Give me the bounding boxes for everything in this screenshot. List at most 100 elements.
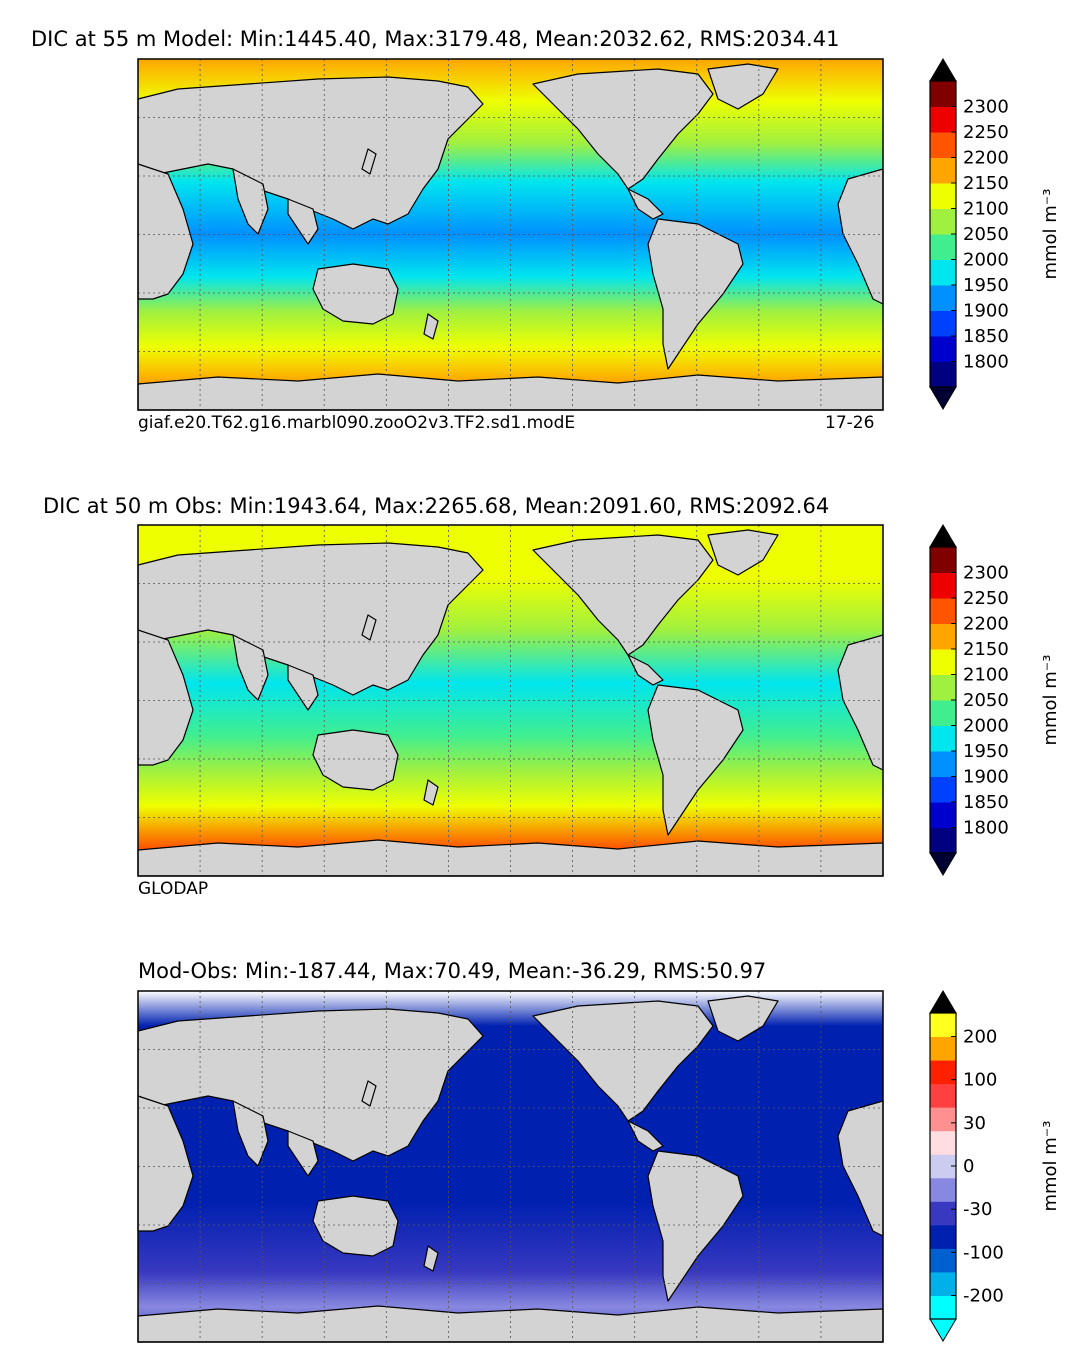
graticule (138, 991, 883, 1342)
colorbar-block (930, 700, 956, 726)
colorbar-tick-label: 2100 (963, 665, 1009, 686)
land-se-asia (287, 1130, 319, 1177)
land-africa (137, 1095, 194, 1232)
colorbar-block (930, 157, 956, 184)
colorbar-tick-label: 1950 (963, 275, 1009, 296)
colorbar-extend-max (929, 58, 957, 82)
land-north-america (532, 68, 714, 190)
graticule (138, 525, 883, 876)
colorbar-block (930, 1060, 956, 1085)
colorbar-tick-label: 2300 (963, 563, 1009, 584)
panel-2-title: DIC at 50 m Obs: Min:1943.64, Max:2265.6… (43, 494, 830, 518)
land-africa (137, 163, 194, 300)
land-south-america (647, 218, 744, 370)
land-africa (137, 629, 194, 766)
colorbar-block (930, 1130, 956, 1155)
land-north-america (532, 1000, 714, 1122)
land-new-zealand (423, 779, 439, 806)
land-australia (312, 1195, 399, 1257)
colorbar-tick-label: 2050 (963, 224, 1009, 245)
panel-1-right-label: 17-26 (825, 413, 875, 433)
colorbar-block (930, 598, 956, 624)
land-india (232, 634, 269, 701)
colorbar-tick-label: 2050 (963, 690, 1009, 711)
land-asia-europe (137, 542, 484, 696)
colorbar-block (930, 208, 956, 235)
colorbar-tick-label: 2100 (963, 199, 1009, 220)
colorbar-extend-max (929, 990, 957, 1014)
colorbar-block (930, 623, 956, 650)
land-new-zealand (423, 313, 439, 340)
colorbar-tick-label: 2150 (963, 173, 1009, 194)
colorbar-tick-label: 2200 (963, 614, 1009, 635)
colorbar-block (930, 1177, 956, 1202)
panel-1-colorbar: 1800 1850 1900 1950 2000 2050 2100 2150 2200 2250… (929, 58, 1061, 410)
colorbar-tick-label: 2200 (963, 148, 1009, 169)
map-frame (137, 524, 884, 877)
land-south-america (647, 684, 744, 836)
land-se-asia (287, 664, 319, 711)
colorbar-block (930, 234, 956, 260)
panel-1-map (137, 58, 884, 411)
colorbar-block (930, 674, 956, 701)
panel-2-map (137, 524, 884, 877)
map-frame (137, 58, 884, 411)
colorbar-tick-label: 1900 (963, 301, 1009, 322)
land-north-america (532, 534, 714, 656)
panel-3-colorbar: -200 -100 -30 0 30 100 200 mmol m⁻³ (929, 990, 1061, 1342)
colorbar-block (930, 81, 956, 107)
panel-2-left-label: GLODAP (138, 879, 209, 899)
colorbar-tick-label: 2250 (963, 588, 1009, 609)
panel-3-title: Mod-Obs: Min:-187.44, Max:70.49, Mean:-3… (138, 959, 767, 983)
colorbar-tick-label: 2300 (963, 97, 1009, 118)
colorbar-block (930, 361, 956, 388)
colorbar-extend-min (929, 386, 957, 410)
colorbar-tick-label: 2250 (963, 122, 1009, 143)
colorbar-extend-min (929, 1318, 957, 1342)
colorbar-tick-label: 2150 (963, 639, 1009, 660)
colorbar-tick-label: 1850 (963, 792, 1009, 813)
panel-2-colorbar: 1800 1850 1900 1950 2000 2050 2100 2150 2200 2250… (929, 524, 1061, 876)
land-asia-europe (137, 76, 484, 230)
colorbar-block (930, 649, 956, 675)
colorbar-block (930, 1224, 956, 1249)
colorbar-block (930, 1201, 956, 1226)
colorbar-block (930, 1083, 956, 1108)
colorbar-block (930, 1295, 956, 1320)
colorbar-block (930, 336, 956, 362)
colorbar-tick-label: 2000 (963, 250, 1009, 271)
land-greenland (707, 995, 779, 1042)
colorbar-tick-label: 1850 (963, 326, 1009, 347)
land-greenland (707, 529, 779, 576)
colorbar-tick-label: 1800 (963, 818, 1009, 839)
land-australia (312, 263, 399, 325)
panel-1-left-label: giaf.e20.T62.g16.marbl090.zooO2v3.TF2.sd… (138, 413, 576, 433)
colorbar-extend-max (929, 524, 957, 548)
colorbar-block (930, 725, 956, 752)
land-australia (312, 729, 399, 791)
colorbar-block (930, 1107, 956, 1132)
colorbar-block (930, 572, 956, 599)
land-asia-europe (137, 1008, 484, 1162)
colorbar-block (930, 1271, 956, 1296)
land-central-america (627, 654, 664, 686)
colorbar-block (930, 310, 956, 337)
land-central-america (627, 1120, 664, 1152)
colorbar-tick-label: 2000 (963, 716, 1009, 737)
colorbar-block (930, 751, 956, 777)
land-new-zealand (423, 1245, 439, 1272)
colorbar-tick-label: -100 (963, 1242, 1004, 1263)
colorbar-tick-label: 100 (963, 1070, 997, 1091)
colorbar-tick-label: 1900 (963, 767, 1009, 788)
colorbar-block (930, 1036, 956, 1061)
colorbar-block (930, 132, 956, 158)
colorbar-extend-min (929, 852, 957, 876)
colorbar-block (930, 106, 956, 133)
colorbar-block (930, 183, 956, 209)
colorbar-unit-label: mmol m⁻³ (1040, 188, 1061, 279)
colorbar-tick-label: 30 (963, 1113, 986, 1134)
colorbar-tick-label: 200 (963, 1027, 997, 1048)
colorbar-tick-label: -30 (963, 1199, 992, 1220)
land-central-america (627, 188, 664, 220)
land-india (232, 1100, 269, 1167)
